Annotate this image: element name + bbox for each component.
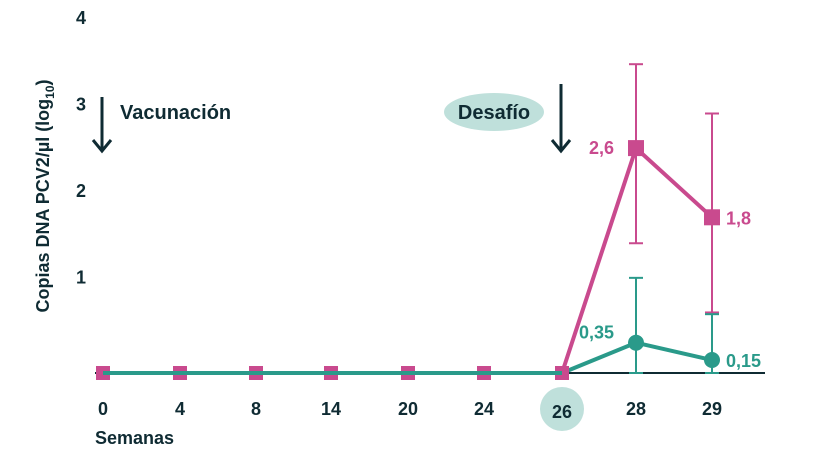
y-tick-label: 4 <box>76 8 86 28</box>
down-arrow-icon <box>550 139 572 154</box>
annotation-label: Vacunación <box>120 102 231 124</box>
data-point-square <box>628 140 644 157</box>
x-tick-label: 28 <box>626 399 646 419</box>
y-tick-label: 2 <box>76 181 86 201</box>
data-labels: 2,6 1,8 0,35 0,15 <box>579 138 761 371</box>
x-tick-label: 14 <box>321 399 341 419</box>
down-arrow-icon <box>91 139 113 154</box>
y-axis-title-main: Copias DNA PCV2/µl (log <box>33 99 53 313</box>
series-markers <box>96 140 720 380</box>
x-tick-labels: 0 4 8 14 20 24 26 28 29 <box>98 399 722 422</box>
data-label: 0,35 <box>579 323 614 343</box>
annotations: Vacunación Desafío <box>91 84 572 154</box>
series-line <box>103 146 714 375</box>
y-axis-title: Copias DNA PCV2/µl (log10) <box>33 79 57 312</box>
series-lines <box>103 146 714 375</box>
data-point-circle <box>628 334 644 351</box>
y-axis-title-close: ) <box>33 79 53 85</box>
data-point-square <box>704 209 720 226</box>
x-tick-label: 24 <box>474 399 494 419</box>
data-point-circle <box>704 352 720 369</box>
x-tick-label: 0 <box>98 399 108 419</box>
x-tick-label: 20 <box>398 399 418 419</box>
data-label: 0,15 <box>726 351 761 371</box>
annotation-label: Desafío <box>458 102 530 124</box>
y-tick-label: 1 <box>76 268 86 288</box>
data-label: 1,8 <box>726 208 751 228</box>
y-tick-label: 3 <box>76 95 86 115</box>
y-tick-labels: 1 2 3 4 <box>76 8 86 288</box>
x-tick-label: 29 <box>702 399 722 419</box>
data-label: 2,6 <box>589 138 614 158</box>
x-tick-label: 4 <box>175 399 185 419</box>
x-tick-label: 26 <box>552 402 572 422</box>
x-tick-label: 8 <box>251 399 261 419</box>
x-axis-title: Semanas <box>95 428 174 448</box>
highlight-badge-layer <box>540 387 584 431</box>
x-tick-highlight-badge <box>540 387 584 431</box>
annotation-badge <box>444 93 544 131</box>
y-axis-title-subscript: 10 <box>43 85 57 99</box>
